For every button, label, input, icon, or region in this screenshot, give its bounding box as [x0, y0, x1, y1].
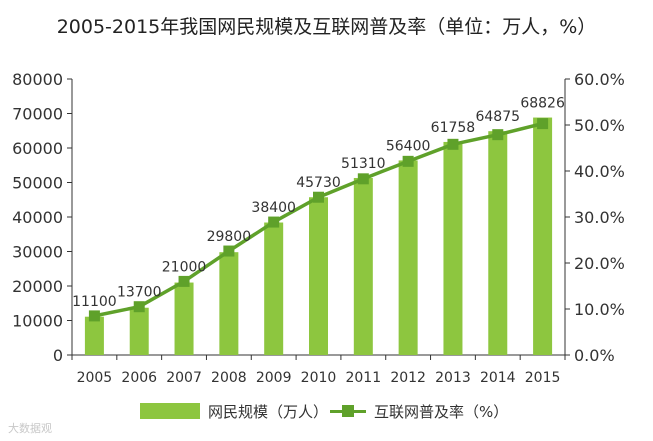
y-left-tick-label: 20000 [12, 277, 63, 296]
x-tick-label: 2010 [301, 370, 337, 386]
bar [533, 117, 553, 356]
legend-item-bars: 网民规模（万人） [140, 398, 328, 424]
bar-data-label: 29800 [207, 229, 252, 245]
watermark-logo: 大数据观 [8, 422, 52, 435]
y-left-tick-label: 80000 [12, 70, 63, 89]
line-point [402, 155, 414, 167]
x-tick-label: 2005 [77, 370, 113, 386]
line-point [537, 118, 549, 130]
y-left-tick-label: 30000 [12, 243, 63, 262]
y-left-tick-label: 10000 [12, 312, 63, 331]
bar [84, 316, 104, 355]
y-right-tick-label: 0.0% [574, 346, 615, 365]
x-tick-label: 2008 [211, 370, 247, 386]
line-point [313, 191, 324, 203]
y-left-tick-label: 40000 [12, 208, 63, 227]
bar [309, 197, 328, 355]
x-tick-label: 2007 [166, 370, 202, 386]
bar-data-label: 64875 [475, 109, 520, 125]
bar-data-label: 21000 [162, 259, 207, 275]
chart-plot: 0 10000 20000 30000 40000 50000 60000 70000 8000… [12, 70, 625, 386]
chart-title: 2005-2015年我国网民规模及互联网普及率（单位：万人，%） [56, 16, 597, 38]
bar-data-label: 56400 [386, 138, 431, 154]
x-tick-label: 2015 [525, 370, 561, 386]
bar-data-label: 51310 [341, 156, 386, 172]
bar [443, 141, 463, 355]
bar-data-label: 13700 [117, 285, 162, 301]
bar [219, 252, 239, 355]
y-right-tick-label: 30.0% [574, 208, 625, 227]
bar-data-label: 38400 [251, 200, 296, 216]
x-tick-label: 2013 [435, 370, 471, 386]
line-point [492, 129, 504, 141]
line-point [447, 138, 459, 150]
legend-line-swatch [330, 403, 366, 419]
line-point [133, 301, 145, 313]
line-point [223, 245, 235, 257]
x-tick-label: 2009 [256, 370, 292, 386]
y-right-tick-label: 10.0% [574, 300, 625, 319]
line-point [88, 310, 100, 322]
bar [398, 160, 418, 355]
bar [488, 131, 508, 355]
line-point [357, 173, 369, 185]
x-tick-label: 2011 [345, 370, 381, 386]
bar-data-label: 68826 [520, 96, 565, 112]
bar-data-label: 61758 [431, 120, 476, 136]
legend-line-label: 互联网普及率（%） [374, 402, 509, 421]
bar [353, 177, 373, 355]
y-right-tick-label: 20.0% [574, 254, 625, 273]
bar [264, 222, 284, 355]
x-tick-label: 2014 [480, 370, 516, 386]
y-left-tick-label: 50000 [12, 174, 63, 193]
line-point [178, 275, 190, 287]
y-left-tick-label: 70000 [12, 105, 63, 124]
x-tick-label: 2006 [121, 370, 157, 386]
bar [129, 307, 149, 355]
y-left-tick-label: 60000 [12, 139, 63, 158]
legend-bar-swatch [140, 403, 200, 419]
y-right-tick-label: 40.0% [574, 162, 625, 181]
x-tick-label: 2012 [390, 370, 426, 386]
legend-item-line: 互联网普及率（%） [330, 398, 508, 424]
y-right-tick-label: 60.0% [574, 70, 625, 89]
bar-data-label: 45730 [296, 175, 341, 191]
legend-bars-label: 网民规模（万人） [208, 402, 329, 421]
bar-data-label: 11100 [72, 294, 117, 310]
y-right-tick-label: 50.0% [574, 116, 625, 135]
bar [174, 282, 194, 355]
line-point [268, 216, 280, 228]
y-left-tick-label: 0 [53, 346, 63, 365]
